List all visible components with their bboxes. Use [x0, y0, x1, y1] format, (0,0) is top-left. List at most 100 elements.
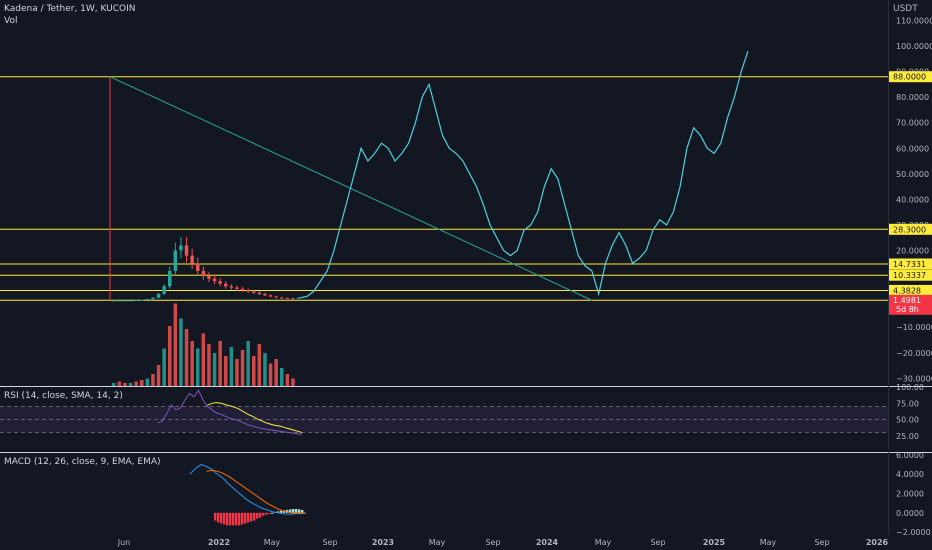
macd-histogram-bar [220, 512, 223, 524]
macd-title[interactable]: MACD (12, 26, close, 9, EMA, EMA) [4, 457, 161, 467]
candle [257, 292, 262, 294]
candle [156, 293, 161, 298]
macd-histogram-bar [232, 512, 235, 526]
volume-bar [263, 353, 267, 386]
volume-bar [140, 380, 144, 386]
vol-label[interactable]: Vol [4, 16, 18, 26]
rsi-tick-label: 100.00 [896, 383, 924, 392]
macd-tick-label: 2.0000 [896, 490, 924, 499]
volume-bar [196, 348, 200, 386]
price-pane[interactable] [0, 50, 888, 386]
time-tick-label: May [760, 538, 777, 547]
macd-signal-line [206, 469, 306, 515]
macd-tick-label: 4.0000 [896, 470, 924, 479]
volume-bar [151, 374, 155, 386]
volume-bar [156, 365, 161, 386]
macd-histogram-bar [229, 512, 232, 526]
candle [173, 250, 178, 271]
rsi-tick-label: 25.00 [896, 432, 919, 441]
level-tag-label: 4.3828 [893, 286, 921, 295]
time-tick-label: Jun [117, 538, 131, 547]
candle [117, 300, 122, 302]
macd-histogram-bar [295, 508, 298, 513]
level-tag-label: 88.0000 [893, 73, 926, 82]
level-tag-label: 28.3000 [893, 225, 926, 234]
time-tick-label: 2025 [703, 538, 726, 547]
candle [151, 297, 155, 300]
volume-bar [218, 341, 222, 386]
macd-histogram-bar [301, 509, 304, 513]
macd-histogram-bar [265, 512, 268, 515]
volume-bar [224, 356, 228, 386]
candle [162, 286, 166, 294]
price-tick-label: 100.0000 [896, 42, 932, 51]
candle [179, 245, 183, 251]
current-price-label: 1.4981 [893, 296, 921, 305]
candle [190, 255, 194, 264]
rsi-tick-label: 75.00 [896, 399, 919, 408]
rsi-pane[interactable]: 100.00 75.00 50.00 25.00 [0, 383, 924, 441]
macd-histogram-bar [292, 508, 295, 513]
symbol-title[interactable]: Kadena / Tether, 1W, KUCOIN [4, 4, 136, 14]
volume-bar [134, 381, 138, 386]
volume-bar [207, 344, 211, 386]
price-tick-label: −30.0000 [896, 374, 932, 383]
candle [134, 300, 138, 302]
macd-histogram-bar [277, 511, 280, 513]
volume-bar [212, 353, 217, 386]
candle [207, 276, 211, 279]
volume-bar [128, 383, 133, 386]
rsi-line [157, 389, 303, 435]
level-tag [889, 284, 932, 296]
macd-histogram-bar [271, 512, 274, 514]
time-axis[interactable]: Jun 2022 May Sep 2023 May Sep 2024 May Sep 2025 May… [117, 538, 889, 547]
price-tick-label: −10.0000 [896, 323, 932, 332]
macd-histogram-bar [241, 512, 244, 525]
candle [212, 278, 217, 282]
volume-bar [173, 303, 178, 386]
macd-tick-label: 0.0000 [896, 509, 924, 518]
candle [268, 295, 273, 297]
rsi-tick-label: 50.00 [896, 416, 919, 425]
price-tick-label: 70.0000 [896, 119, 929, 128]
level-tag-label: 10.3337 [893, 271, 926, 280]
price-axis[interactable]: 110.0000100.000090.000080.000070.000060.… [889, 16, 932, 383]
candle [168, 270, 172, 287]
time-tick-label: May [595, 538, 612, 547]
macd-histogram-bar [235, 512, 238, 526]
macd-histogram-bar [259, 512, 262, 518]
candle [196, 263, 200, 271]
projection-curve [299, 50, 749, 299]
candle [145, 299, 150, 301]
macd-histogram-bar [268, 512, 271, 514]
level-tag [889, 269, 932, 281]
macd-histogram-bar [262, 512, 265, 516]
volume-bar [201, 333, 206, 386]
volume-bar [190, 341, 194, 386]
macd-histogram-bar [217, 512, 220, 523]
price-tick-label: 20.0000 [896, 247, 929, 256]
candle [263, 293, 267, 296]
candle [274, 296, 278, 298]
macd-histogram-bar [280, 510, 283, 513]
candle [218, 281, 222, 284]
macd-histogram-bar [283, 510, 286, 513]
rsi-title[interactable]: RSI (14, close, SMA, 14, 2) [4, 391, 123, 401]
macd-histogram-bar [253, 512, 256, 521]
candle [252, 291, 256, 293]
macd-pane[interactable]: 6.0000 4.0000 2.0000 0.0000 −2.0000 [189, 451, 931, 537]
volume-bar [229, 347, 234, 386]
candle [280, 297, 284, 299]
volume-bar [257, 344, 262, 386]
price-tick-label: 80.0000 [896, 93, 929, 102]
volume-bar [246, 341, 250, 386]
macd-histogram-bar [256, 512, 259, 519]
volume-bar [112, 383, 116, 386]
candle [112, 300, 116, 302]
macd-tick-label: 6.0000 [896, 451, 924, 460]
volume-bar [268, 363, 273, 386]
price-tick-label: 60.0000 [896, 144, 929, 153]
time-tick-label: May [429, 538, 446, 547]
time-tick-label: Sep [814, 538, 829, 547]
